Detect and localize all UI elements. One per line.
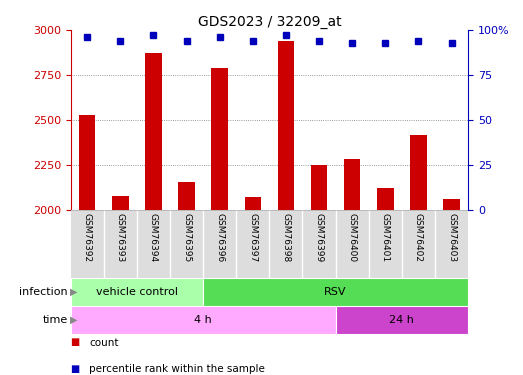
Text: GSM76392: GSM76392 — [83, 213, 92, 262]
Text: percentile rank within the sample: percentile rank within the sample — [89, 364, 265, 374]
Text: GSM76400: GSM76400 — [348, 213, 357, 262]
Bar — [79, 115, 95, 210]
Text: GSM76402: GSM76402 — [414, 213, 423, 262]
Bar — [71, 278, 203, 306]
Bar — [178, 182, 195, 210]
Bar — [444, 199, 460, 210]
Text: ■: ■ — [71, 338, 80, 348]
Bar — [203, 278, 468, 306]
Bar — [336, 306, 468, 334]
Text: RSV: RSV — [324, 286, 347, 297]
Text: infection: infection — [19, 286, 68, 297]
Bar — [211, 68, 228, 210]
Text: GSM76397: GSM76397 — [248, 213, 257, 262]
Text: ▶: ▶ — [70, 315, 77, 325]
Text: ■: ■ — [71, 364, 80, 374]
Bar — [244, 197, 261, 210]
Bar — [112, 196, 129, 210]
Text: GSM76398: GSM76398 — [281, 213, 290, 262]
Bar — [410, 135, 427, 210]
Text: count: count — [89, 338, 118, 348]
Text: GSM76403: GSM76403 — [447, 213, 456, 262]
Bar — [278, 41, 294, 210]
Text: GSM76396: GSM76396 — [215, 213, 224, 262]
Bar — [344, 159, 360, 210]
Bar — [377, 188, 393, 210]
Text: 4 h: 4 h — [194, 315, 212, 325]
Text: time: time — [43, 315, 68, 325]
Text: GSM76395: GSM76395 — [182, 213, 191, 262]
Bar — [311, 165, 327, 210]
Text: vehicle control: vehicle control — [96, 286, 178, 297]
Bar — [145, 53, 162, 210]
Text: GSM76394: GSM76394 — [149, 213, 158, 262]
Text: GSM76401: GSM76401 — [381, 213, 390, 262]
Text: 24 h: 24 h — [390, 315, 414, 325]
Text: GSM76399: GSM76399 — [314, 213, 324, 262]
Bar — [71, 306, 336, 334]
Text: GSM76393: GSM76393 — [116, 213, 125, 262]
Title: GDS2023 / 32209_at: GDS2023 / 32209_at — [198, 15, 341, 29]
Text: ▶: ▶ — [70, 286, 77, 297]
